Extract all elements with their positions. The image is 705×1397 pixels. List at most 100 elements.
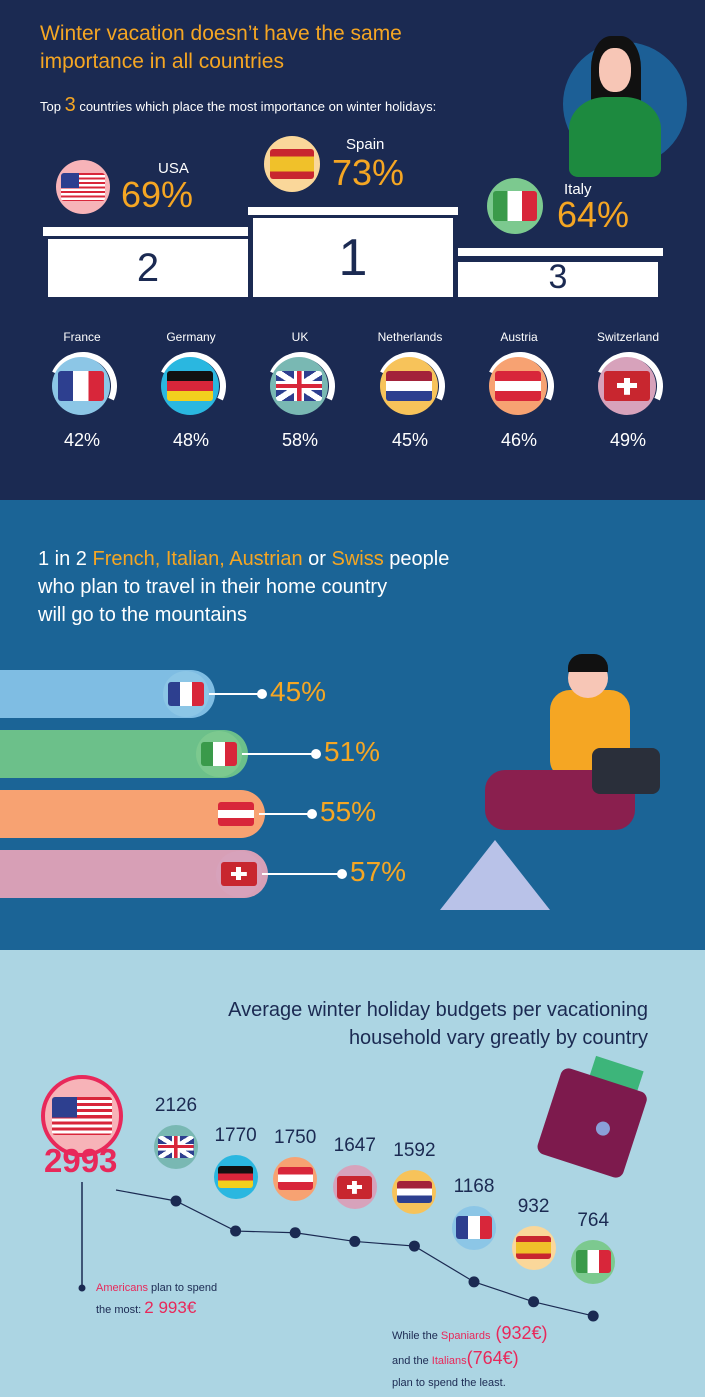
flag-graphic xyxy=(217,802,255,826)
title-line: importance in all countries xyxy=(40,50,284,73)
netherlands-flag-icon xyxy=(392,1170,437,1215)
percent-value: 42% xyxy=(63,430,101,450)
country-label: Switzerland xyxy=(596,330,660,344)
flag-graphic xyxy=(603,370,651,402)
importance-section: Winter vacation doesn’t have the same im… xyxy=(0,0,705,500)
flag-graphic xyxy=(166,370,214,402)
percent-value: 73% xyxy=(332,152,405,193)
austria-flag-icon xyxy=(273,1156,318,1201)
percent-value: 46% xyxy=(500,430,538,450)
face xyxy=(599,48,631,92)
mountains-section: 1 in 2 French, Italian, Austrian or Swis… xyxy=(0,500,705,950)
podium-step-top xyxy=(248,207,458,215)
usa-flag-icon xyxy=(41,1075,123,1157)
note-line: plan to spend the least. xyxy=(392,1377,506,1389)
title-line: Average winter holiday budgets per vacat… xyxy=(228,999,648,1021)
highlight-value: (932€) xyxy=(490,1323,548,1343)
connector-dot xyxy=(337,869,347,879)
country-label: France xyxy=(63,330,101,344)
flag-graphic xyxy=(158,1135,194,1159)
flag-graphic xyxy=(217,1165,254,1189)
usa-flag-icon xyxy=(56,160,110,214)
percent-value: 58% xyxy=(281,430,319,450)
section1-title: Winter vacation doesn’t have the same im… xyxy=(40,20,402,76)
spain-flag-icon xyxy=(264,136,320,192)
podium-step-top xyxy=(43,227,248,236)
austria-flag-icon xyxy=(489,357,547,415)
percent-value: 55% xyxy=(320,796,377,827)
germany-flag-icon xyxy=(161,357,219,415)
flag-graphic xyxy=(220,862,258,886)
highlight: Swiss xyxy=(331,548,384,570)
connector-line xyxy=(255,813,312,815)
note-line: While the Spaniards (932€) xyxy=(392,1322,548,1347)
percent-value: 45% xyxy=(391,430,429,450)
flag-graphic xyxy=(385,370,433,402)
country-label: Italy xyxy=(564,181,592,198)
podium-rank: 1 xyxy=(253,218,453,297)
france-flag-icon xyxy=(52,357,110,415)
text: 1 in 2 xyxy=(38,548,93,570)
spain-flag-icon xyxy=(511,1225,556,1270)
text: plan to spend xyxy=(147,1282,218,1294)
budget-value: 1592 xyxy=(393,1140,436,1162)
hiker-illustration xyxy=(440,640,680,910)
flag-graphic xyxy=(456,1216,492,1240)
italy-flag-icon xyxy=(196,731,242,777)
country-label: USA xyxy=(158,160,189,177)
connector-dot xyxy=(311,749,321,759)
text: or xyxy=(302,548,332,570)
flag-graphic xyxy=(57,370,105,402)
flag-graphic xyxy=(277,1167,313,1191)
percent-value: 48% xyxy=(172,430,210,450)
percent-value: 57% xyxy=(350,856,407,887)
podium-step-top xyxy=(458,248,663,256)
flag-graphic xyxy=(494,370,542,402)
americans-note: Americans plan to spend the most: 2 993€ xyxy=(96,1278,217,1320)
data-point-switzerland xyxy=(349,1235,361,1247)
data-point-spain xyxy=(528,1296,540,1308)
percent-value: 64% xyxy=(557,194,630,235)
text: countries which place the most importanc… xyxy=(75,99,437,114)
country-label: Austria xyxy=(500,330,538,344)
beanie xyxy=(568,654,608,672)
austria-flag-icon xyxy=(213,791,259,837)
country-label: Netherlands xyxy=(377,330,443,344)
france-flag-icon xyxy=(163,671,209,717)
text: and the xyxy=(392,1355,432,1367)
woman-illustration xyxy=(563,36,687,177)
text: the most: xyxy=(96,1304,145,1316)
germany-flag-icon xyxy=(213,1155,258,1200)
country-label: UK xyxy=(291,330,309,344)
least-spenders-note: While the Spaniards (932€) and the Itali… xyxy=(392,1322,548,1394)
leader-dot xyxy=(78,1284,86,1292)
title-line: household vary greatly by country xyxy=(348,1027,648,1049)
data-point-germany xyxy=(230,1225,242,1237)
section3-title: Average winter holiday budgets per vacat… xyxy=(228,996,648,1052)
section2-title: 1 in 2 French, Italian, Austrian or Swis… xyxy=(38,545,449,629)
title-line: who plan to travel in their home country xyxy=(38,576,388,598)
percent-value: 45% xyxy=(270,676,327,707)
data-point-netherlands xyxy=(408,1240,420,1252)
text: While the xyxy=(392,1330,441,1342)
note-line: Americans plan to spend xyxy=(96,1278,217,1298)
highlight-value: (764€) xyxy=(466,1348,519,1368)
netherlands-flag-icon xyxy=(380,357,438,415)
switzerland-flag-icon xyxy=(332,1165,377,1210)
connector-line xyxy=(238,753,316,755)
note-line: and the Italians(764€) xyxy=(392,1347,548,1372)
france-flag-icon xyxy=(452,1205,496,1250)
budget-value: 1168 xyxy=(453,1175,495,1197)
switzerland-flag-icon xyxy=(598,357,656,415)
podium-rank: 2 xyxy=(48,239,248,297)
percent-value: 51% xyxy=(324,736,381,767)
highlight: Americans xyxy=(96,1282,148,1294)
title-line: 1 in 2 French, Italian, Austrian or Swis… xyxy=(38,545,449,573)
budget-line-chart xyxy=(78,1182,599,1322)
section1-subtitle: Top 3 countries which place the most imp… xyxy=(40,94,436,117)
connector-line xyxy=(258,873,342,875)
bag xyxy=(592,748,660,794)
highlight: Italians xyxy=(431,1355,467,1367)
title-line: will go to the mountains xyxy=(38,604,248,626)
budget-value: 764 xyxy=(577,1209,610,1231)
